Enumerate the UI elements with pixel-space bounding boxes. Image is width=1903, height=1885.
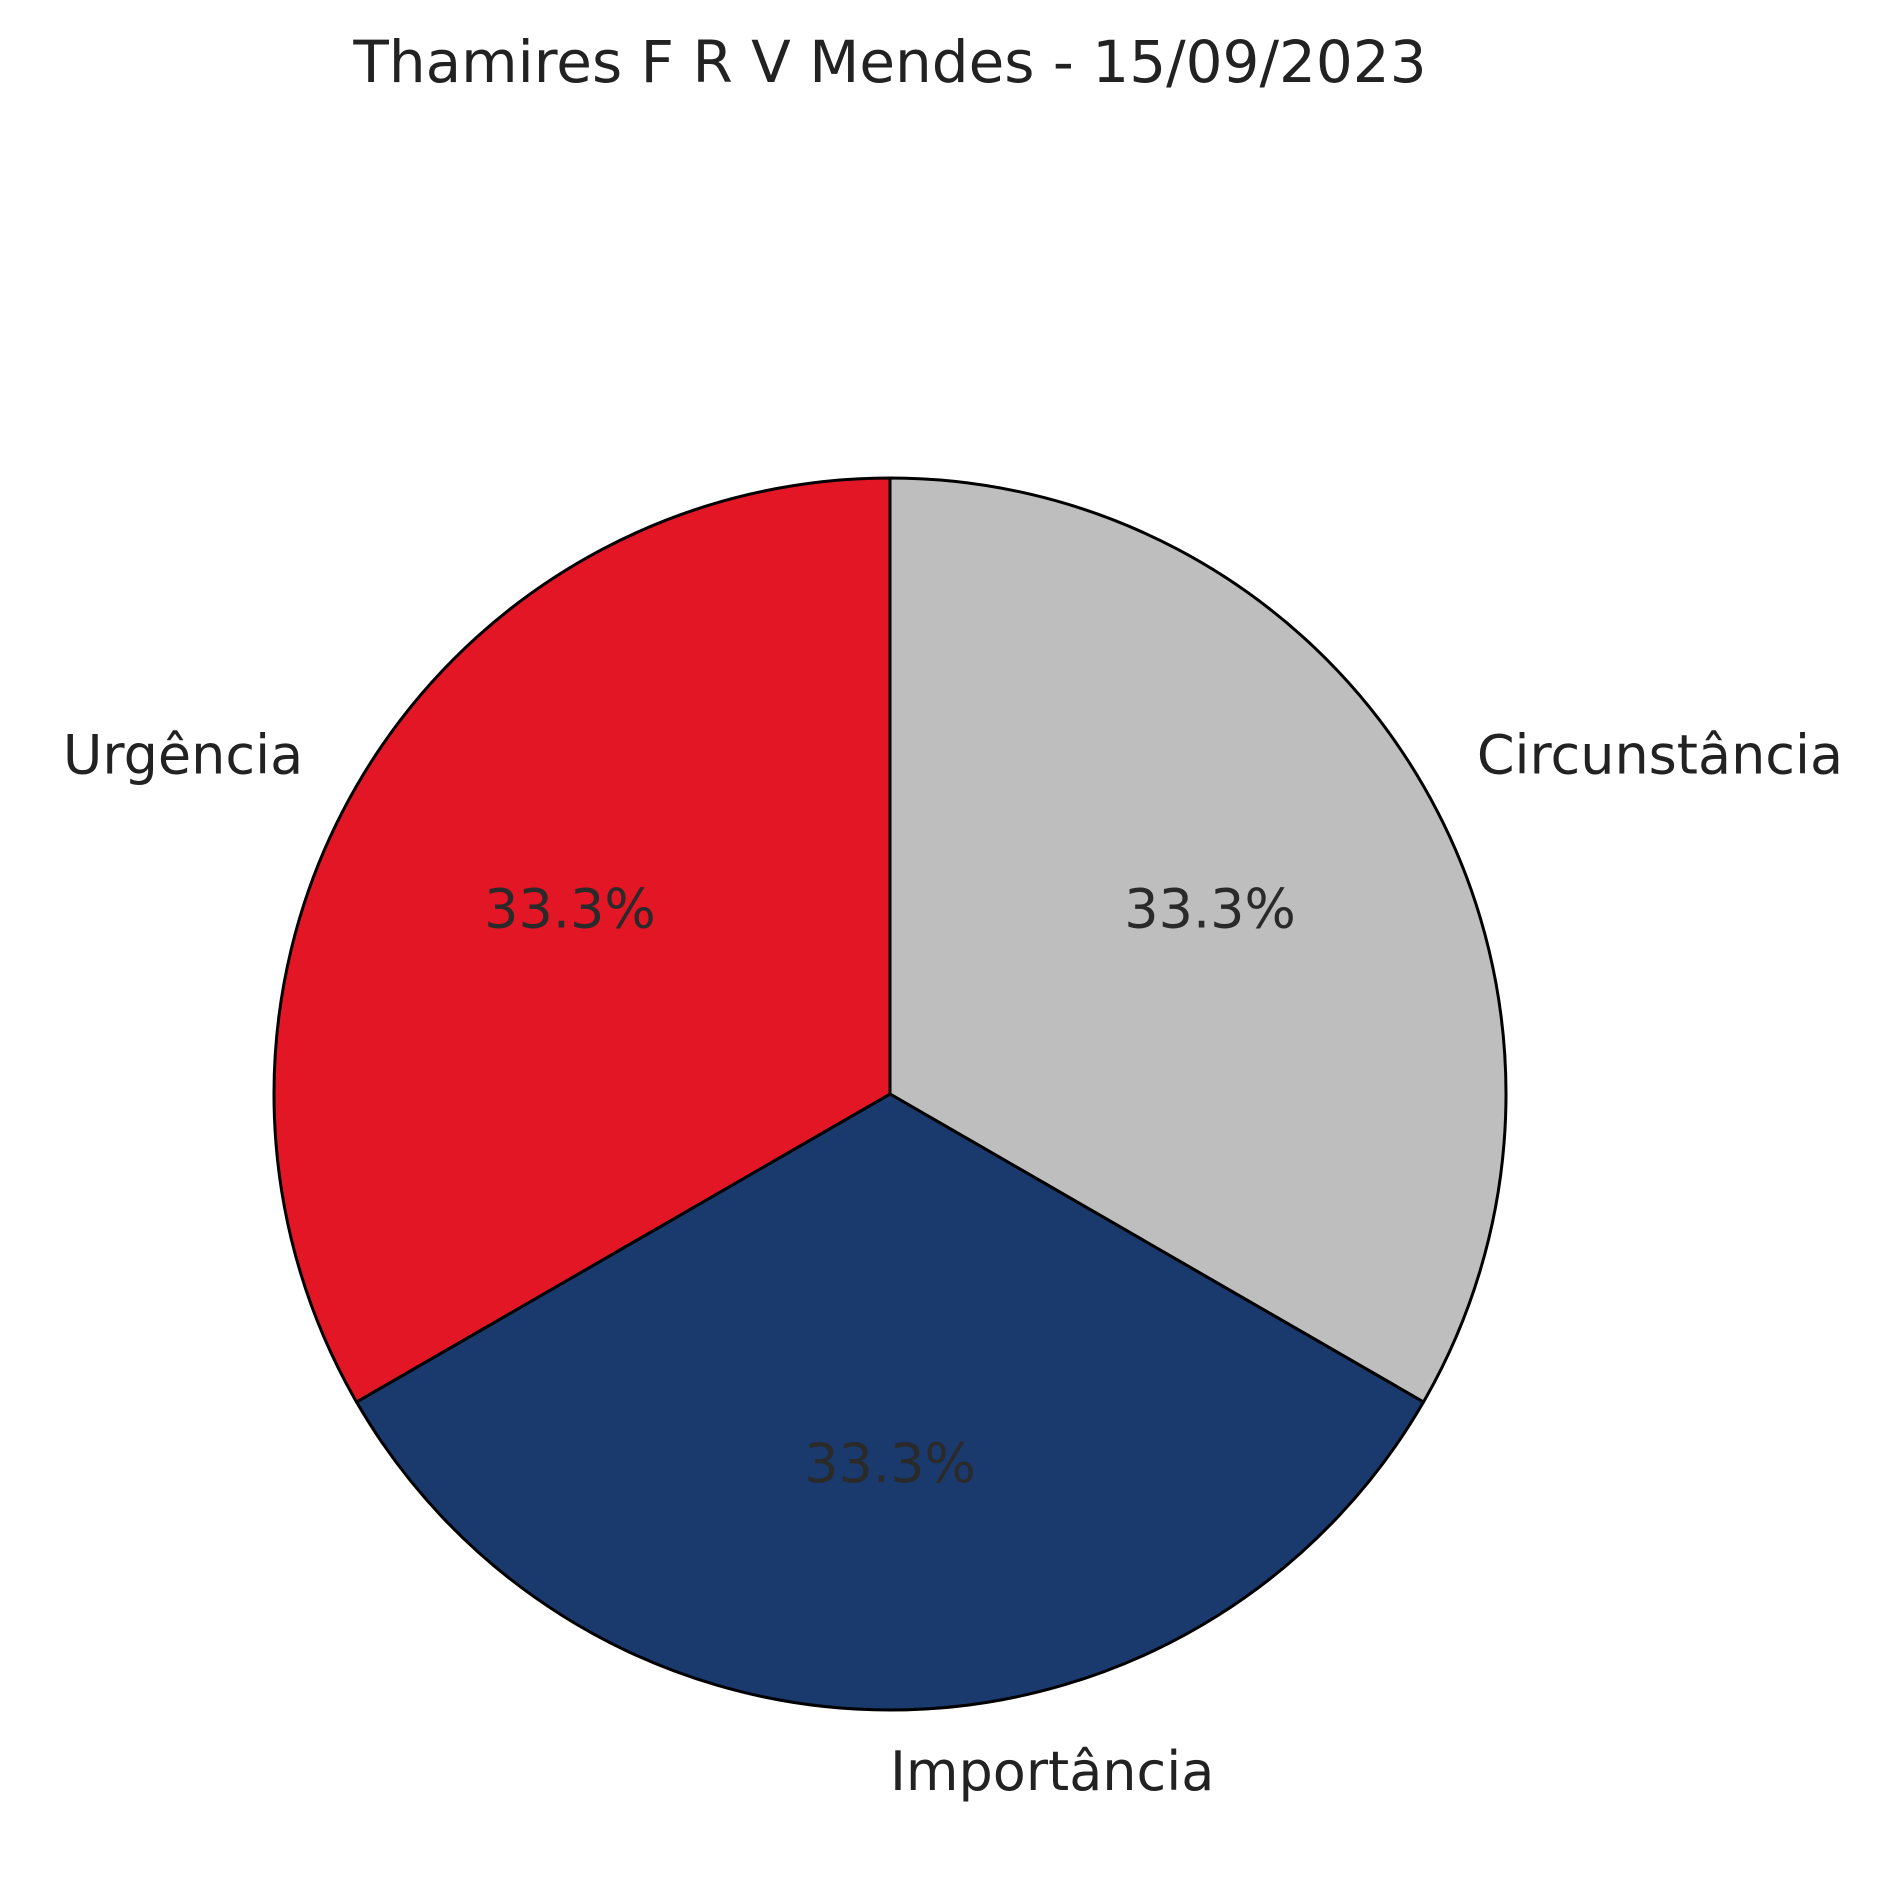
pie-slice-1 [888, 476, 1508, 1405]
category-label-3: Urgência [63, 724, 303, 787]
category-label-1: Circunstância [1477, 724, 1843, 787]
percent-labels: 33.3% 33.3% 33.3% [484, 878, 1296, 1495]
pie-slices [272, 476, 1508, 1712]
category-label-2: Importância [890, 1740, 1214, 1803]
chart-title: Thamires F R V Mendes - 15/09/2023 [352, 28, 1426, 96]
percent-label-2: 33.3% [804, 1432, 976, 1495]
pie-slice-3 [272, 476, 892, 1405]
category-labels: Circunstância Importância Urgência [63, 724, 1843, 1803]
percent-label-3: 33.3% [484, 878, 656, 941]
pie-slice-2 [354, 1092, 1426, 1712]
percent-label-1: 33.3% [1124, 878, 1296, 941]
